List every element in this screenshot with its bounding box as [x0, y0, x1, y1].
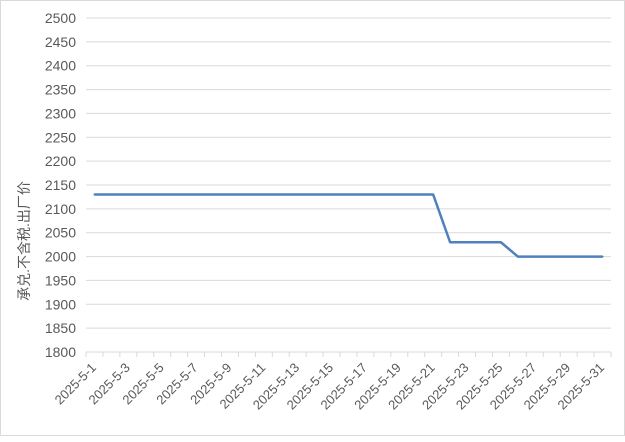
data-point: [516, 255, 519, 258]
y-tick-label: 1800: [45, 344, 76, 360]
y-tick-label: 2400: [45, 58, 76, 74]
series-line: [94, 193, 603, 258]
y-axis-label: 承兑.不含税.出厂价: [16, 181, 32, 301]
data-point: [533, 255, 536, 258]
data-point: [262, 193, 265, 196]
data-point: [296, 193, 299, 196]
y-tick-label: 2050: [45, 225, 76, 241]
y-tick-label: 1950: [45, 272, 76, 288]
y-tick-label: 2200: [45, 153, 76, 169]
data-point: [330, 193, 333, 196]
data-point: [178, 193, 181, 196]
data-point: [482, 241, 485, 244]
gridlines: [86, 17, 611, 329]
series: [93, 193, 604, 258]
data-point: [466, 241, 469, 244]
data-point: [567, 255, 570, 258]
data-point: [381, 193, 384, 196]
data-point: [415, 193, 418, 196]
y-tick-label: 1850: [45, 320, 76, 336]
data-point: [313, 193, 316, 196]
data-point: [127, 193, 130, 196]
data-point: [144, 193, 147, 196]
data-point: [398, 193, 401, 196]
y-tick-label: 2500: [45, 10, 76, 26]
data-point: [347, 193, 350, 196]
data-point: [245, 193, 248, 196]
data-point: [212, 193, 215, 196]
data-point: [93, 193, 96, 196]
y-tick-label: 1900: [45, 296, 76, 312]
y-tick-label: 2150: [45, 177, 76, 193]
data-point: [432, 193, 435, 196]
data-point: [449, 241, 452, 244]
y-tick-label: 2000: [45, 249, 76, 265]
data-point: [584, 255, 587, 258]
data-point: [550, 255, 553, 258]
data-point: [499, 241, 502, 244]
y-tick-label: 2450: [45, 34, 76, 50]
data-point: [364, 193, 367, 196]
y-tick-label: 2300: [45, 105, 76, 121]
data-point: [110, 193, 113, 196]
data-point: [279, 193, 282, 196]
data-point: [161, 193, 164, 196]
data-point: [195, 193, 198, 196]
y-axis-ticks: 1800 1850 1900 1950 2000 2050 2100 2150 2200 2250…: [45, 10, 76, 360]
data-point: [228, 193, 231, 196]
x-axis: 2025-5-12025-5-32025-5-52025-5-72025-5-9…: [52, 351, 612, 412]
y-tick-label: 2100: [45, 201, 76, 217]
y-tick-label: 2350: [45, 82, 76, 98]
y-tick-label: 2250: [45, 129, 76, 145]
data-point: [601, 255, 604, 258]
